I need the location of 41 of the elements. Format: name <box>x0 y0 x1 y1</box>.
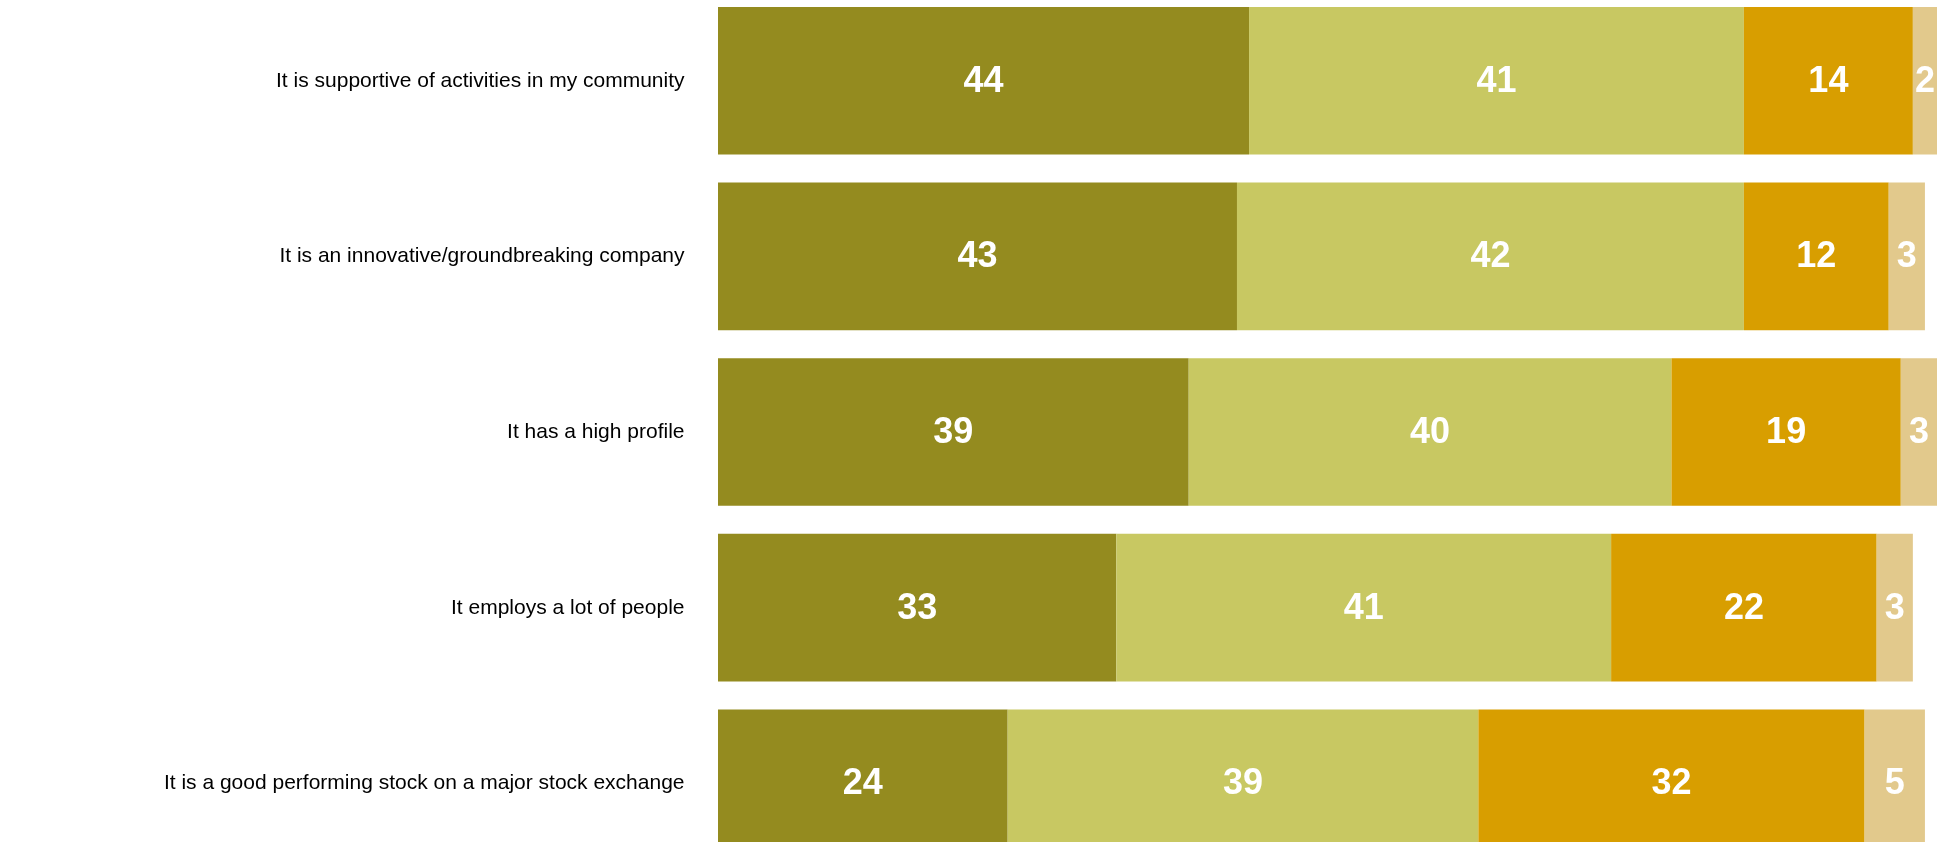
data-label: 22 <box>1723 585 1764 627</box>
data-label: 40 <box>1410 410 1451 451</box>
y-tick-label: It has a high profile <box>507 419 685 442</box>
data-label: 42 <box>1470 234 1511 276</box>
data-label: 44 <box>963 58 1004 100</box>
bar <box>1912 7 1937 155</box>
data-label: 32 <box>1651 761 1692 803</box>
bar <box>1743 7 1913 155</box>
data-label: 41 <box>1476 58 1517 100</box>
data-label: 3 <box>1896 234 1917 276</box>
data-label: 19 <box>1766 410 1807 451</box>
bar <box>718 182 1237 331</box>
y-tick-label: It is an innovative/groundbreaking company <box>279 243 685 267</box>
y-tick-label: It employs a lot of people <box>451 594 685 618</box>
bar <box>1743 182 1889 331</box>
bar <box>718 7 1250 155</box>
data-label: 24 <box>842 761 883 803</box>
bar <box>1249 7 1744 155</box>
data-label: 43 <box>957 234 998 276</box>
y-tick-label: It is supportive of activities in my community <box>276 67 685 91</box>
bar <box>1188 358 1672 506</box>
data-label: 14 <box>1808 58 1849 100</box>
y-tick-label: It is a good performing stock on a major stock exchange <box>163 770 685 794</box>
data-label: 12 <box>1796 234 1837 276</box>
bar <box>1900 358 1937 506</box>
bar <box>1888 182 1925 331</box>
bar <box>1611 533 1877 682</box>
data-label: 2 <box>1914 58 1935 100</box>
bar <box>1876 533 1913 682</box>
data-label: 39 <box>1222 761 1264 803</box>
bar <box>718 358 1189 506</box>
bar <box>1116 533 1612 682</box>
data-label: 41 <box>1343 585 1384 627</box>
data-label: 3 <box>1884 585 1905 627</box>
data-label: 39 <box>933 410 974 451</box>
data-label: 33 <box>897 585 938 627</box>
bar <box>718 533 1117 682</box>
bar <box>1236 182 1744 331</box>
data-label: 5 <box>1884 761 1905 803</box>
data-label: 3 <box>1908 410 1929 451</box>
bar <box>1671 358 1901 506</box>
